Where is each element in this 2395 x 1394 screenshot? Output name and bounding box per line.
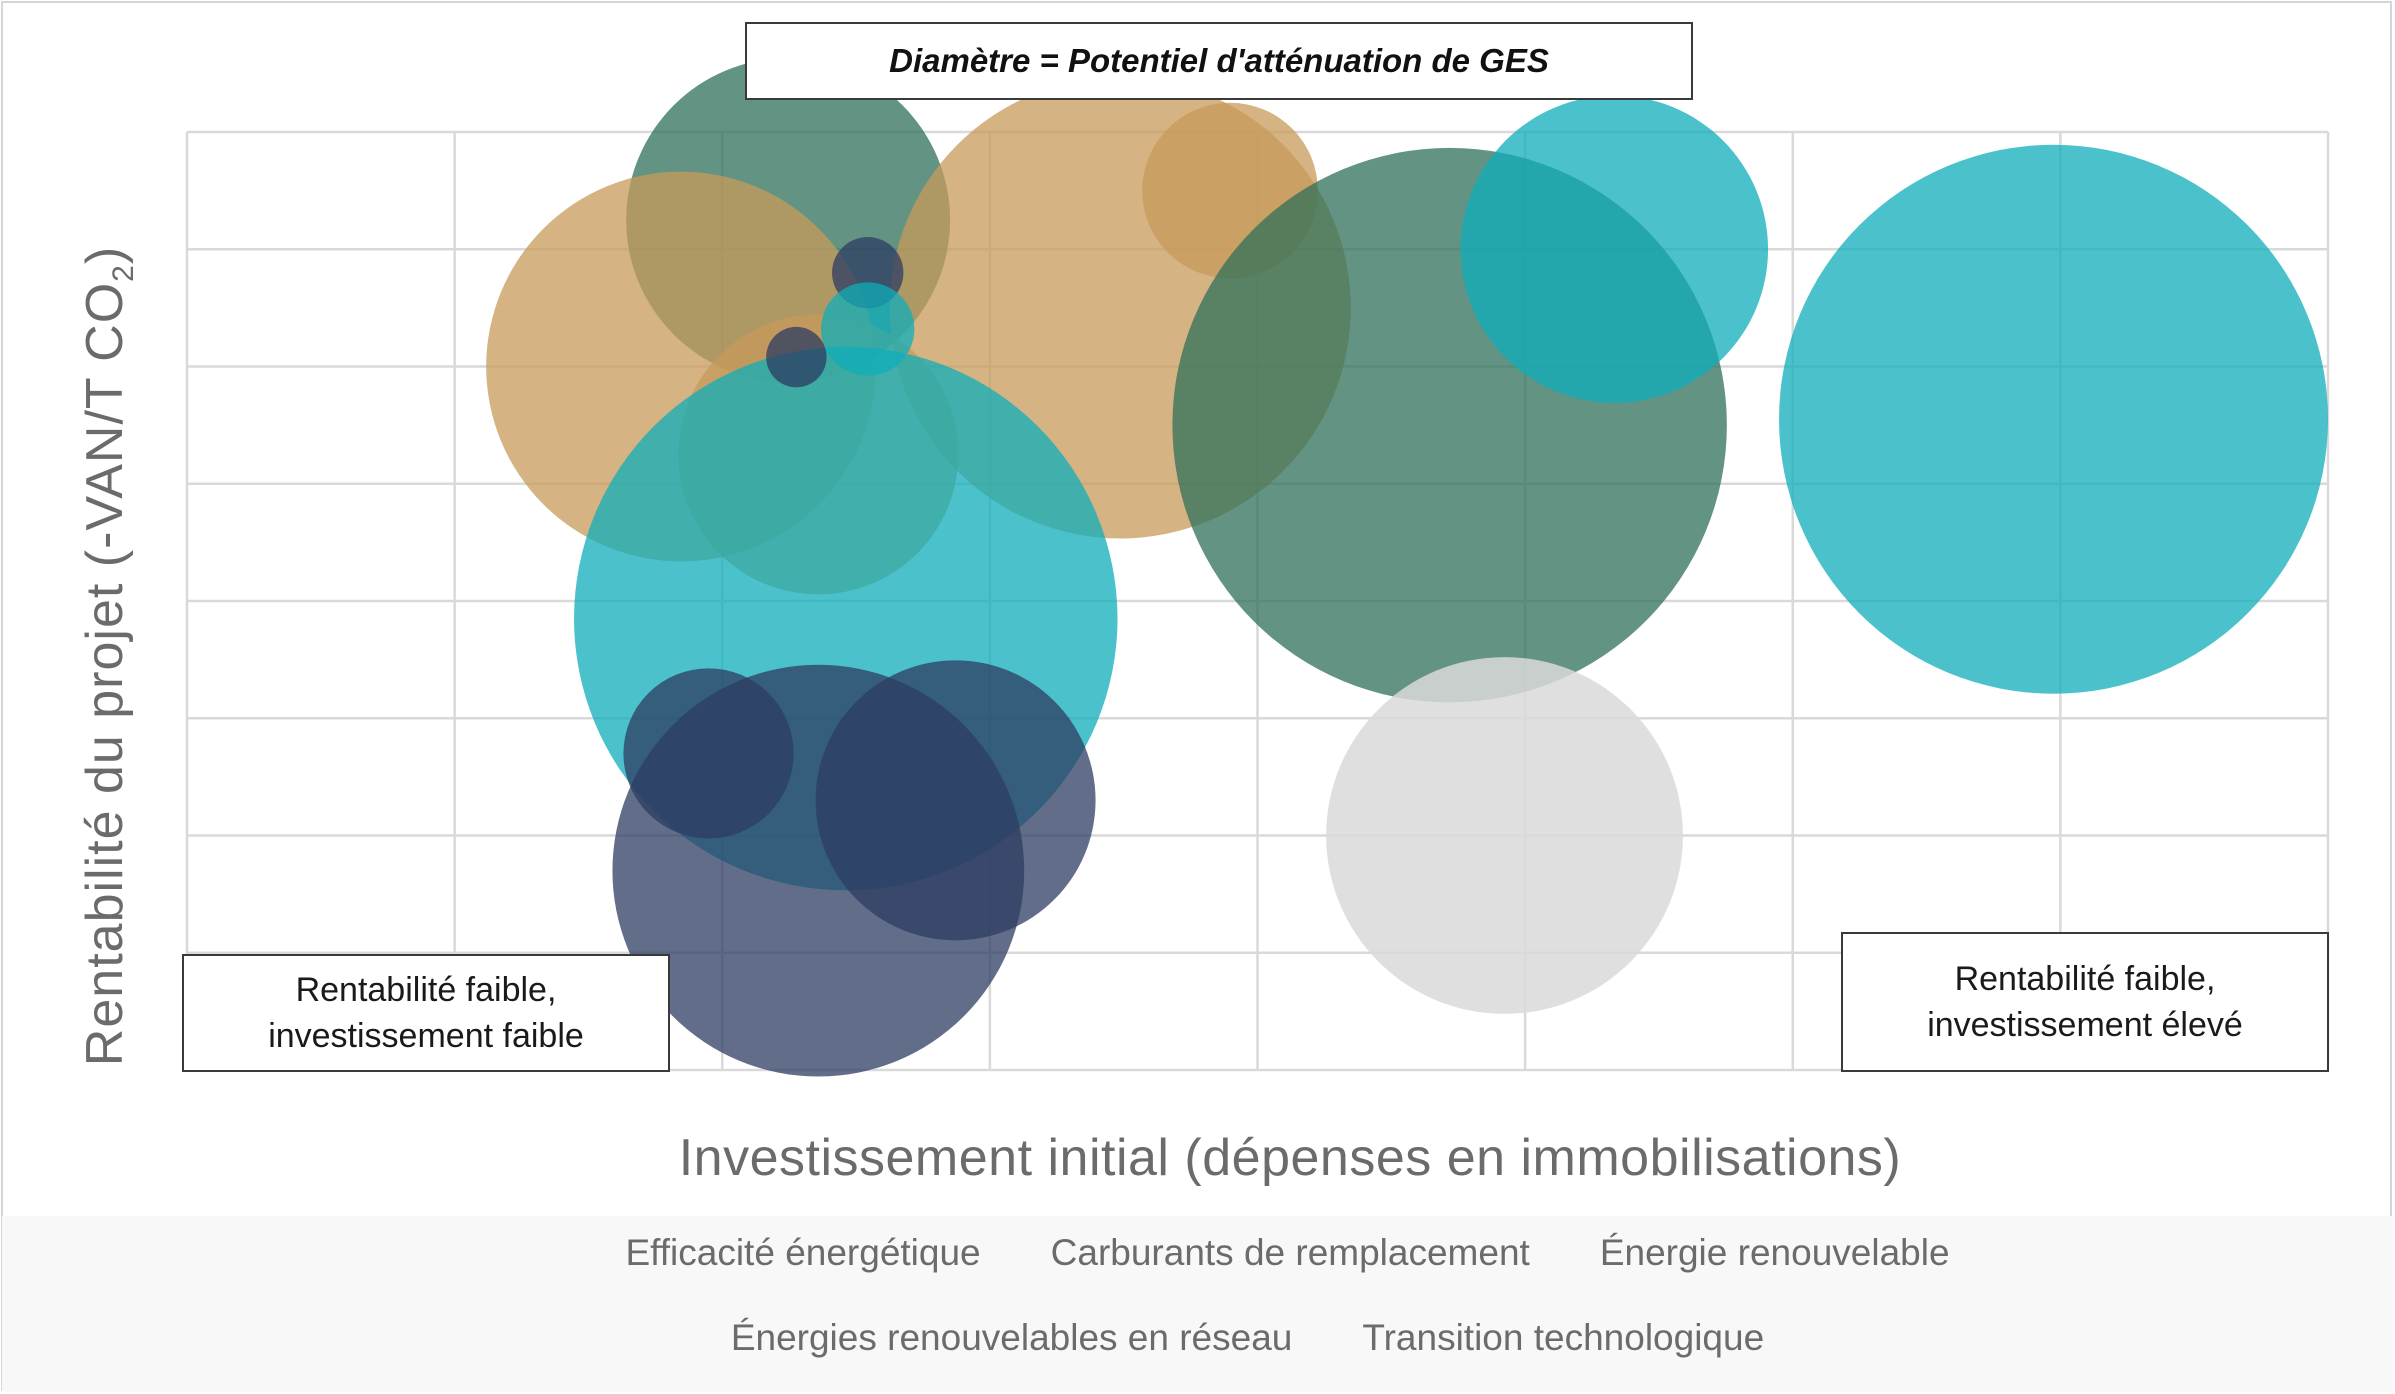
bubble-point — [612, 664, 1025, 1077]
bubble-point — [1326, 657, 1683, 1014]
y-axis-title-main: Rentabilité du projet (-VAN/T CO — [75, 281, 134, 1067]
y-axis-title-end: ) — [75, 245, 134, 265]
annotation-line: investissement faible — [268, 1017, 584, 1055]
bubbles — [486, 57, 2328, 1077]
annotation-line: Rentabilité faible, — [1954, 960, 2216, 998]
legend-band — [2, 1216, 2393, 1392]
bubble-point — [1460, 95, 1769, 403]
bubble-point — [766, 326, 827, 388]
legend-item-grid-renewables: Énergies renouvelables en réseau — [730, 1317, 1293, 1358]
y-axis-title-subscript: 2 — [107, 264, 141, 282]
x-axis-title: Investissement initial (dépenses en immo… — [678, 1129, 1902, 1187]
annotation-low-return-low-investment: Rentabilité faible, investissement faibl… — [182, 954, 670, 1072]
legend-item-energy-efficiency: Efficacité énergétique — [625, 1232, 981, 1273]
y-axis-title: Rentabilité du projet (-VAN/T CO2) — [75, 246, 141, 1066]
annotation-line: Rentabilité faible, — [295, 971, 557, 1009]
legend-item-alternative-fuels: Carburants de remplacement — [1050, 1232, 1530, 1273]
legend-item-renewable-energy: Énergie renouvelable — [1599, 1232, 1950, 1273]
legend-row: Énergies renouvelables en réseau Transit… — [50, 1317, 2395, 1359]
annotation-low-return-high-investment: Rentabilité faible, investissement élevé — [1841, 932, 2329, 1072]
bubble-point — [821, 282, 915, 376]
legend-item-technology-transition: Transition technologique — [1362, 1317, 1765, 1358]
chart-title: Diamètre = Potentiel d'atténuation de GE… — [745, 22, 1693, 100]
annotation-line: investissement élevé — [1927, 1006, 2243, 1044]
legend-row: Efficacité énergétique Carburants de rem… — [90, 1232, 2395, 1274]
bubble-point — [1779, 144, 2328, 694]
